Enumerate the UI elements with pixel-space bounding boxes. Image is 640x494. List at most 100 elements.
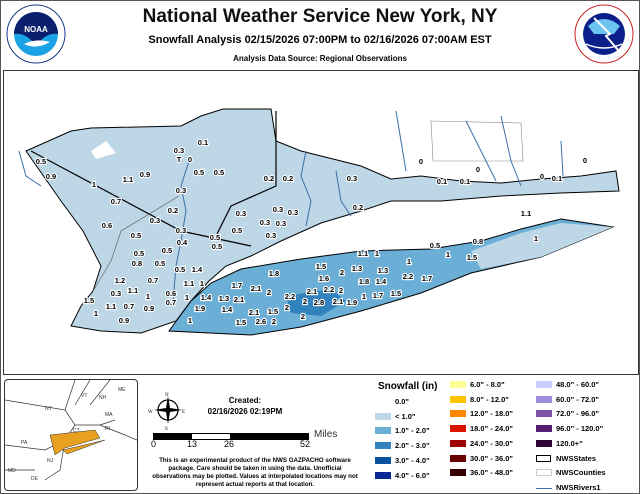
inset-label-ri: RI	[105, 426, 110, 432]
observation-value: 2.1	[251, 284, 261, 293]
scale-tick: 26	[224, 439, 235, 449]
observation-value: 1.9	[195, 304, 205, 313]
snowfall-area-2-3in	[286, 289, 346, 316]
scale-tick: 0	[151, 439, 157, 449]
legend-label: 60.0" - 72.0"	[556, 394, 599, 404]
county-line	[92, 195, 180, 292]
observation-value: 1.8	[269, 269, 279, 278]
legend-swatch	[536, 454, 551, 462]
observation-value: 1.9	[347, 298, 357, 307]
legend-label: 4.0" - 6.0"	[395, 470, 430, 480]
observation-value: 2.2	[285, 292, 295, 301]
observation-value: 1.7	[232, 281, 242, 290]
compass-w: W	[148, 410, 153, 415]
scale-tick: 13	[187, 439, 198, 449]
observation-value: 0.9	[46, 172, 56, 181]
observation-value: 0.3	[176, 186, 186, 195]
observation-value: 0.3	[288, 208, 298, 217]
observation-value: 0	[540, 172, 544, 181]
observation-value: 0.5	[210, 233, 220, 242]
observation-value: 1.5	[467, 253, 477, 262]
observation-value: 1	[188, 316, 192, 325]
created-datetime: 02/16/2026 02:19PM	[207, 407, 283, 416]
observation-value: 1	[446, 250, 450, 259]
compass-n: N	[165, 393, 169, 398]
legend-label: 1.0" - 2.0"	[395, 426, 430, 436]
observation-value: 0.7	[148, 276, 158, 285]
legend-label: NWSCounties	[556, 468, 606, 478]
legend-swatch	[375, 398, 391, 405]
legend-label: < 1.0"	[395, 411, 416, 421]
observation-value: 1	[362, 292, 366, 301]
legend-swatch	[536, 469, 552, 477]
snowfall-map[interactable]: 0.50.911.10.90.70.60.50.30.30.1T 00.5 0.50…	[3, 70, 639, 375]
observation-value: 1	[92, 180, 96, 189]
observation-value: 0	[188, 155, 192, 164]
observation-value: 1.1	[128, 286, 138, 295]
noaa-logo-text: NOAA	[24, 25, 48, 34]
observation-value: 0.5	[134, 249, 144, 258]
observation-value: 1.3	[352, 264, 362, 273]
observation-value: 2	[340, 268, 344, 277]
legend-swatch	[536, 425, 552, 433]
no-snow-area	[91, 141, 116, 159]
observation-value: 2	[285, 303, 289, 312]
legend-swatch	[450, 469, 466, 477]
observation-value: 0.5	[214, 168, 224, 177]
legend-swatch	[536, 381, 552, 388]
legend-label: 120.0+"	[556, 438, 583, 448]
observation-value: 0.3	[347, 174, 357, 183]
observation-value: 0.1	[198, 138, 208, 147]
legend-label: 96.0" - 120.0"	[556, 424, 604, 434]
observation-value: 1.1	[184, 279, 194, 288]
legend-label: 48.0" - 60.0"	[556, 380, 599, 389]
observation-value: 0.1	[552, 174, 562, 183]
observation-value: 1.7	[373, 291, 383, 300]
inset-label-de: DE	[31, 476, 39, 482]
legend-label: 8.0" - 12.0"	[470, 394, 509, 404]
inset-label-vt: VT	[81, 393, 87, 399]
observation-value: 1.5	[316, 262, 326, 271]
observation-value: 2	[267, 288, 271, 297]
compass-s: S	[165, 427, 168, 430]
observation-value: 2.8	[314, 298, 324, 307]
observation-value: T	[177, 155, 182, 164]
created-label: Created:	[228, 396, 262, 405]
legend-label: 36.0" - 48.0"	[470, 468, 513, 478]
observation-value: 1.4	[222, 305, 233, 314]
observation-value: 0.7	[166, 298, 176, 307]
legend-swatch	[450, 381, 466, 388]
legend-label: 72.0" - 96.0"	[556, 409, 599, 419]
observation-value: 2.1	[234, 295, 244, 304]
observation-value: 0.3	[273, 205, 283, 214]
legend-label: 0.0"	[395, 397, 409, 406]
observation-value: 0.7	[111, 197, 121, 206]
observation-value: 0.2	[353, 203, 363, 212]
inset-label-pa: PA	[21, 440, 28, 446]
legend-swatch	[536, 439, 552, 447]
legend-swatch	[450, 425, 466, 433]
observation-value: 1.1	[358, 249, 368, 258]
observation-value: 1	[146, 292, 150, 301]
observation-value: 1.4	[201, 293, 212, 302]
header: NOAA National Weather Service New York, …	[0, 0, 640, 70]
observation-value: 1	[534, 234, 538, 243]
legend-swatch	[375, 442, 391, 450]
observation-value: 2.1	[249, 308, 259, 317]
observation-value: 2.2	[324, 285, 334, 294]
legend-label: 18.0" - 24.0"	[470, 424, 513, 434]
legend-swatch	[375, 412, 391, 420]
observation-value: 1.3	[219, 294, 229, 303]
observation-labels: 0.50.911.10.90.70.60.50.30.30.1T 00.5 0.50…	[35, 137, 589, 328]
inset-label-md: MD	[8, 468, 16, 474]
legend-swatch	[536, 410, 552, 418]
observation-value: 1.4	[192, 265, 203, 274]
snowfall-area-under-1in	[25, 108, 620, 334]
observation-value: 1	[200, 279, 204, 288]
observation-value: 1.7	[422, 274, 432, 283]
observation-value: 0	[583, 156, 587, 165]
observation-value: 1.5	[84, 296, 94, 305]
observation-value: 1	[94, 309, 98, 318]
observation-value: 1.3	[378, 266, 388, 275]
legend-label: 3.0" - 4.0"	[395, 455, 430, 465]
